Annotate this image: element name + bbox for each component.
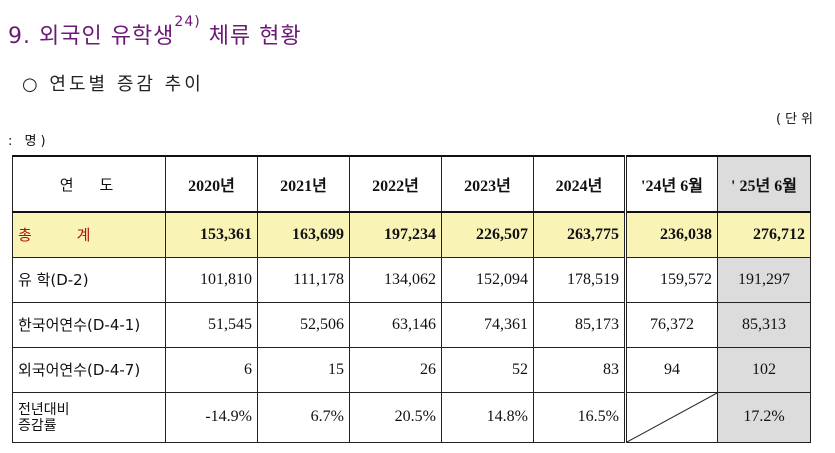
table-cell: 94	[624, 346, 718, 393]
title-prefix: 9. 외국인 유학생	[8, 24, 175, 49]
table-cell: 226,507	[441, 211, 534, 258]
table-cell: 52	[441, 346, 534, 393]
table-cell: 101,810	[165, 256, 258, 303]
row-label-line2: 증감률	[18, 418, 57, 434]
diagonal-line	[627, 393, 717, 442]
table-cell: 14.8%	[441, 391, 534, 443]
table-cell: 276,712	[717, 211, 811, 258]
table-cell: 74,361	[441, 301, 534, 348]
table-cell: 159,572	[624, 256, 718, 303]
title-suffix: 체류 현황	[200, 24, 302, 49]
table-row-change: 전년대비 증감률 -14.9% 6.7% 20.5% 14.8% 16.5% 1…	[12, 391, 811, 443]
table-cell: 85,313	[717, 301, 811, 348]
row-label: 총 계	[12, 211, 166, 258]
table-cell: 191,297	[717, 256, 811, 303]
table-cell: 85,173	[533, 301, 626, 348]
header-cell: 2021년	[257, 155, 350, 213]
table-cell: 102	[717, 346, 811, 393]
table-cell: 6	[165, 346, 258, 393]
student-stay-table: 연도 2020년 2021년 2022년 2023년 2024년 '24년 6월…	[12, 155, 811, 443]
header-cell: 2023년	[441, 155, 534, 213]
table-cell: -14.9%	[165, 391, 258, 443]
row-label-line1: 전년대비	[18, 402, 70, 418]
table-cell: 15	[257, 346, 350, 393]
empty-cell	[624, 391, 718, 443]
header-row: 연도 2020년 2021년 2022년 2023년 2024년 '24년 6월…	[12, 155, 811, 213]
page-title: 9. 외국인 유학생24) 체류 현황	[8, 14, 302, 50]
section-subtitle: ○ 연도별 증감 추이	[22, 74, 204, 95]
table-cell: 26	[349, 346, 442, 393]
header-cell: 2022년	[349, 155, 442, 213]
table-cell: 76,372	[624, 301, 718, 348]
table-cell: 16.5%	[533, 391, 626, 443]
table-row: 한국어연수(D-4-1) 51,545 52,506 63,146 74,361…	[12, 301, 811, 348]
table-row: 유 학(D-2) 101,810 111,178 134,062 152,094…	[12, 256, 811, 303]
table-cell: 20.5%	[349, 391, 442, 443]
header-cell: 2024년	[533, 155, 626, 213]
table-cell: 236,038	[624, 211, 718, 258]
table-cell: 153,361	[165, 211, 258, 258]
table-cell: 152,094	[441, 256, 534, 303]
table-cell: 6.7%	[257, 391, 350, 443]
row-label: 외국어연수(D-4-7)	[12, 346, 166, 393]
row-label: 유 학(D-2)	[12, 256, 166, 303]
unit-label-end: : 명)	[8, 134, 50, 149]
header-cell: 2020년	[165, 155, 258, 213]
unit-label-start: (단위	[776, 112, 817, 127]
header-year-label: 연도	[12, 155, 166, 213]
table-cell: 163,699	[257, 211, 350, 258]
table-cell: 178,519	[533, 256, 626, 303]
table-row-total: 총 계 153,361 163,699 197,234 226,507 263,…	[12, 211, 811, 258]
table-cell: 17.2%	[717, 391, 811, 443]
row-label: 한국어연수(D-4-1)	[12, 301, 166, 348]
table-cell: 83	[533, 346, 626, 393]
header-cell: ' 25년 6월	[717, 155, 811, 213]
table-cell: 111,178	[257, 256, 350, 303]
table-cell: 63,146	[349, 301, 442, 348]
title-footnote: 24)	[174, 14, 201, 30]
table-cell: 263,775	[533, 211, 626, 258]
table-cell: 51,545	[165, 301, 258, 348]
header-cell: '24년 6월	[624, 155, 718, 213]
table-cell: 197,234	[349, 211, 442, 258]
table-cell: 52,506	[257, 301, 350, 348]
row-label: 전년대비 증감률	[12, 391, 166, 443]
table-row: 외국어연수(D-4-7) 6 15 26 52 83 94 102	[12, 346, 811, 393]
table-cell: 134,062	[349, 256, 442, 303]
